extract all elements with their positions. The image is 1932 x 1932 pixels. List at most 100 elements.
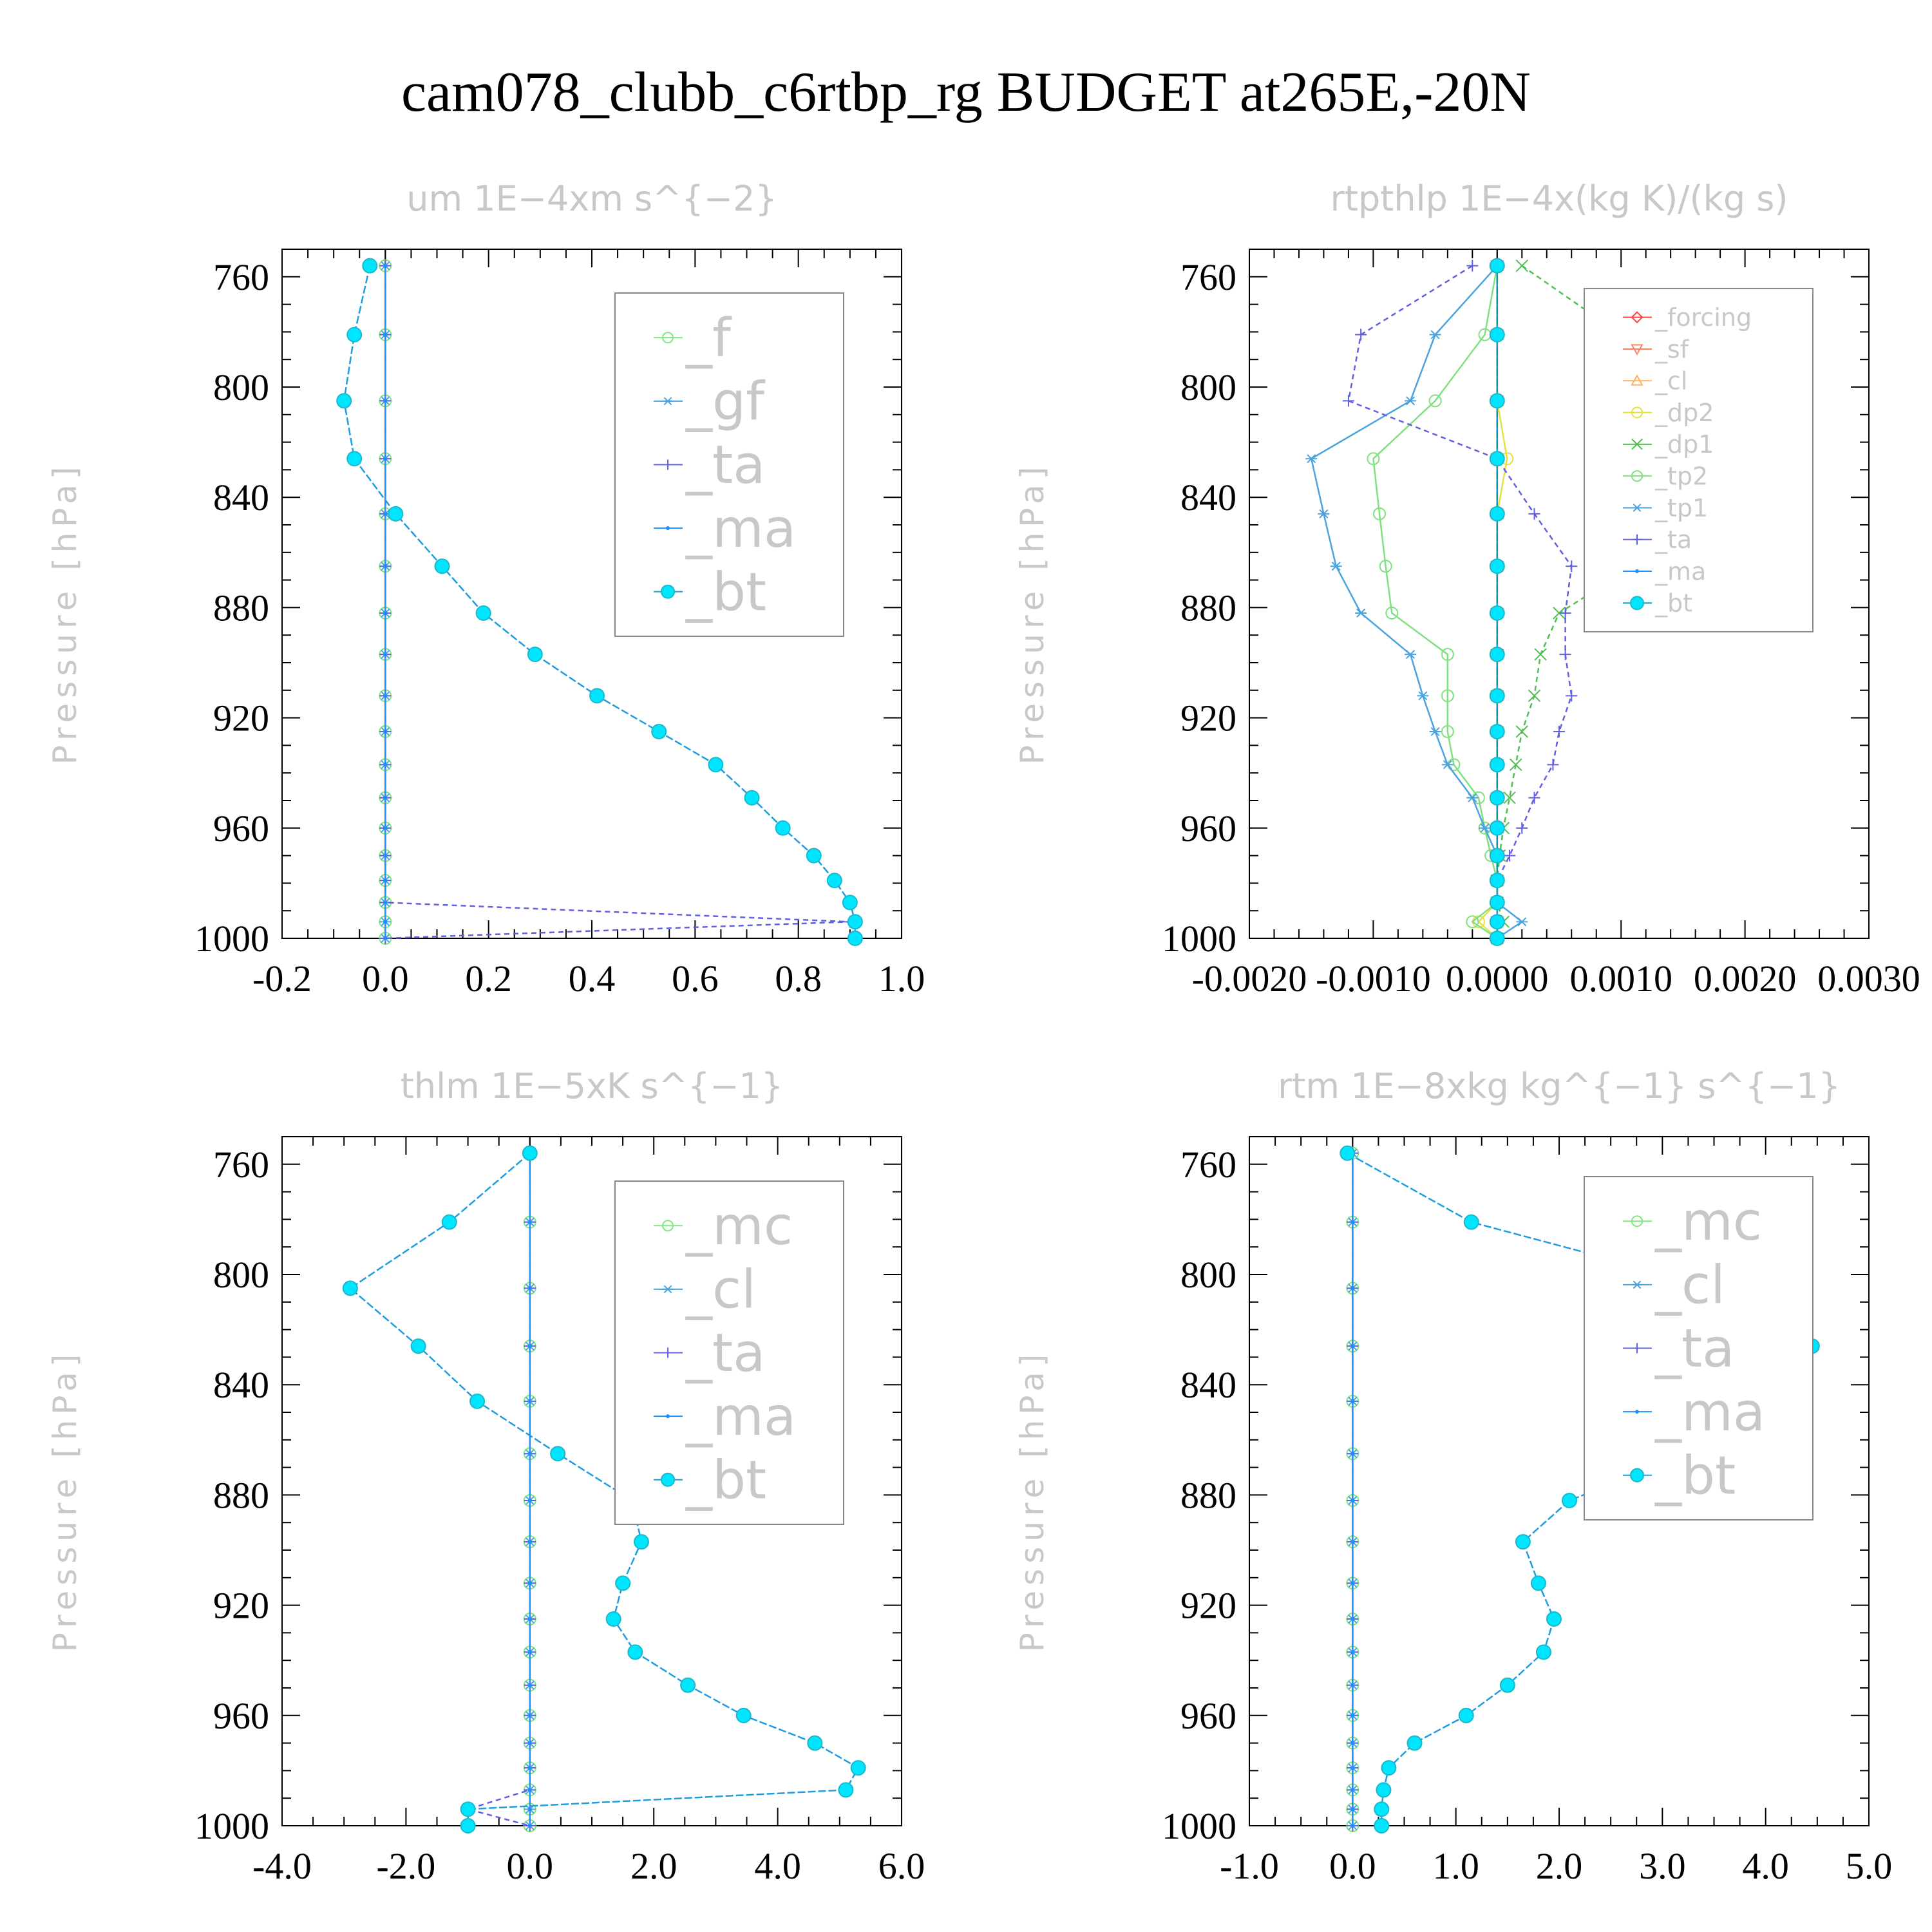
data-point bbox=[475, 605, 491, 621]
legend-marker bbox=[666, 1414, 670, 1419]
x-tick-label: 0.8 bbox=[775, 958, 822, 999]
data-point bbox=[1350, 1344, 1355, 1349]
y-tick-label: 1000 bbox=[1162, 1805, 1236, 1847]
y-axis-label: Pressure [hPa] bbox=[46, 1349, 84, 1653]
legend-label: _tp1 bbox=[1654, 494, 1708, 522]
data-point bbox=[1374, 1801, 1390, 1817]
legend-entry: _dp1 bbox=[1623, 430, 1714, 459]
data-point bbox=[383, 920, 388, 924]
data-point bbox=[527, 647, 543, 663]
data-point bbox=[1350, 1650, 1355, 1654]
data-point bbox=[527, 1581, 532, 1586]
data-point bbox=[1489, 327, 1505, 343]
data-point bbox=[1489, 724, 1505, 739]
legend-label: _bt bbox=[1654, 1445, 1736, 1506]
data-point bbox=[775, 820, 791, 836]
data-point bbox=[527, 1650, 532, 1654]
legend-marker bbox=[1631, 311, 1643, 324]
data-point bbox=[1350, 1683, 1355, 1687]
data-point bbox=[527, 1399, 532, 1403]
data-point bbox=[1342, 395, 1354, 407]
data-point bbox=[388, 506, 404, 522]
legend-label: _ta bbox=[1654, 526, 1692, 554]
y-tick-label: 800 bbox=[213, 1254, 269, 1296]
data-point bbox=[527, 1766, 532, 1770]
data-point bbox=[1559, 649, 1571, 661]
data-point bbox=[383, 936, 388, 940]
data-point bbox=[1441, 648, 1454, 661]
legend-entry: _tp2 bbox=[1623, 462, 1708, 490]
legend-label: _bt bbox=[685, 562, 766, 623]
legend-entry: _ma bbox=[1623, 557, 1706, 585]
legend-box bbox=[1584, 288, 1814, 632]
x-tick-label: 0.0010 bbox=[1569, 958, 1672, 999]
data-point bbox=[1553, 726, 1565, 737]
legend-box bbox=[1584, 1176, 1814, 1520]
x-tick-label: 0.0 bbox=[1329, 1845, 1376, 1887]
legend-entry: _gf bbox=[654, 372, 766, 433]
x-tick-label: 5.0 bbox=[1846, 1845, 1893, 1887]
legend-label: _mc bbox=[685, 1196, 793, 1257]
legend-marker bbox=[662, 332, 674, 344]
legend-marker bbox=[1631, 344, 1643, 356]
legend-entry: _bt bbox=[654, 1450, 766, 1511]
x-tick-label: 6.0 bbox=[878, 1845, 925, 1887]
data-point bbox=[469, 1393, 486, 1409]
x-tick-label: 2.0 bbox=[1536, 1845, 1583, 1887]
data-point bbox=[1528, 791, 1540, 804]
y-tick-label: 840 bbox=[213, 1364, 269, 1406]
data-point bbox=[615, 1575, 631, 1591]
data-point bbox=[1489, 258, 1505, 274]
legend-marker bbox=[1631, 374, 1643, 386]
series-ta bbox=[462, 1147, 536, 1832]
legend-marker bbox=[1635, 1410, 1639, 1414]
data-point bbox=[1489, 790, 1505, 806]
legend-marker bbox=[1631, 1215, 1643, 1227]
legend-entry: _tp1 bbox=[1623, 494, 1708, 522]
data-point bbox=[1516, 822, 1528, 834]
data-point bbox=[1562, 1492, 1578, 1508]
data-point bbox=[1350, 1399, 1355, 1403]
data-point bbox=[441, 1214, 457, 1230]
data-point bbox=[605, 1611, 621, 1627]
y-tick-label: 840 bbox=[213, 477, 269, 518]
y-tick-label: 920 bbox=[213, 1585, 269, 1627]
legend-label: _dp1 bbox=[1654, 430, 1714, 459]
legend-entry: _bt bbox=[654, 562, 766, 623]
data-point bbox=[806, 848, 822, 864]
data-point bbox=[1381, 1760, 1397, 1776]
x-tick-label: -2.0 bbox=[376, 1845, 435, 1887]
series-ma bbox=[527, 1151, 532, 1828]
data-point bbox=[850, 1760, 866, 1776]
data-point bbox=[1373, 507, 1387, 520]
y-tick-label: 880 bbox=[213, 1474, 269, 1516]
data-point bbox=[383, 762, 388, 767]
data-point bbox=[1530, 1575, 1546, 1591]
data-point bbox=[383, 730, 388, 734]
legend-label: _ma bbox=[685, 498, 796, 560]
data-point bbox=[527, 1824, 532, 1828]
data-point bbox=[735, 1707, 752, 1723]
data-point bbox=[1479, 823, 1491, 833]
x-tick-label: 4.0 bbox=[754, 1845, 801, 1887]
legend-marker bbox=[1630, 1468, 1644, 1482]
data-point bbox=[1516, 917, 1528, 927]
x-tick-label: 0.0 bbox=[362, 958, 409, 999]
legend-entry: _ta bbox=[654, 1323, 765, 1384]
data-point bbox=[1528, 689, 1541, 703]
x-tick-label: 3.0 bbox=[1639, 1845, 1686, 1887]
legend-label: _dp2 bbox=[1654, 399, 1714, 427]
series-line bbox=[1310, 265, 1524, 940]
data-point bbox=[1350, 1713, 1355, 1718]
legend-entry: _mc bbox=[1623, 1191, 1762, 1253]
series-ta bbox=[1342, 260, 1578, 944]
data-point bbox=[527, 1788, 532, 1792]
legend-entry: _mc bbox=[654, 1196, 793, 1257]
legend-label: _ma bbox=[1654, 557, 1706, 585]
data-point bbox=[826, 873, 842, 889]
data-point bbox=[383, 652, 388, 657]
legend-entry: _ma bbox=[1623, 1382, 1765, 1443]
figure-title: cam078_clubb_c6rtbp_rg BUDGET at265E,-20… bbox=[401, 61, 1531, 124]
data-point bbox=[1350, 1540, 1355, 1544]
data-point bbox=[1350, 1220, 1355, 1224]
